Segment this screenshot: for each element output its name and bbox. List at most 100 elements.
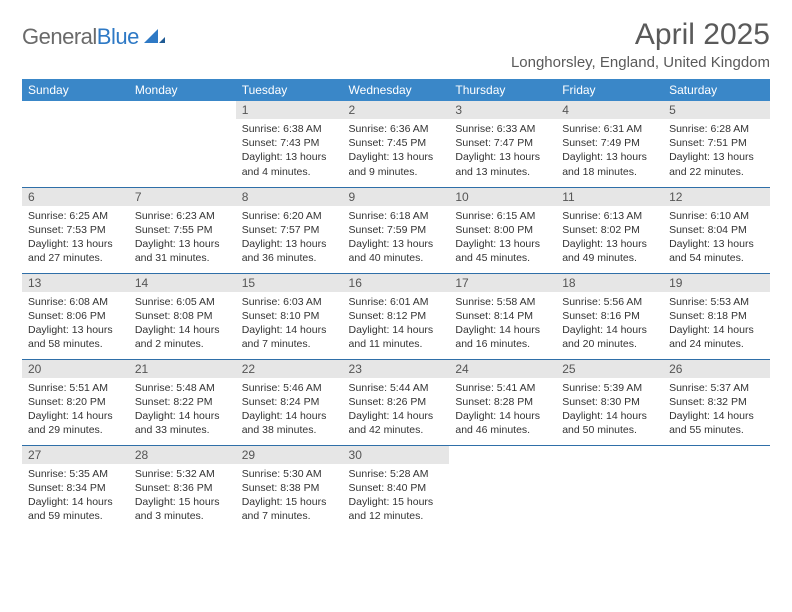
- day-cell: 28Sunrise: 5:32 AMSunset: 8:36 PMDayligh…: [129, 445, 236, 531]
- sunrise-line: Sunrise: 5:51 AM: [28, 381, 123, 395]
- daylight-line: Daylight: 14 hours and 38 minutes.: [242, 409, 337, 437]
- sunrise-line: Sunrise: 5:30 AM: [242, 467, 337, 481]
- day-number: 20: [22, 360, 129, 378]
- day-number: 16: [343, 274, 450, 292]
- day-cell: 9Sunrise: 6:18 AMSunset: 7:59 PMDaylight…: [343, 187, 450, 273]
- daylight-line: Daylight: 13 hours and 45 minutes.: [455, 237, 550, 265]
- daylight-line: Daylight: 15 hours and 7 minutes.: [242, 495, 337, 523]
- day-number: 19: [663, 274, 770, 292]
- location-subtitle: Longhorsley, England, United Kingdom: [511, 54, 770, 71]
- daylight-line: Daylight: 14 hours and 20 minutes.: [562, 323, 657, 351]
- day-cell: 27Sunrise: 5:35 AMSunset: 8:34 PMDayligh…: [22, 445, 129, 531]
- day-cell: ..: [663, 445, 770, 531]
- day-details: Sunrise: 6:08 AMSunset: 8:06 PMDaylight:…: [22, 292, 129, 354]
- logo-word-1: General: [22, 24, 97, 49]
- sunrise-line: Sunrise: 6:23 AM: [135, 209, 230, 223]
- sunrise-line: Sunrise: 6:01 AM: [349, 295, 444, 309]
- day-details: Sunrise: 6:05 AMSunset: 8:08 PMDaylight:…: [129, 292, 236, 354]
- daylight-line: Daylight: 13 hours and 27 minutes.: [28, 237, 123, 265]
- day-cell: ..: [556, 445, 663, 531]
- day-cell: 16Sunrise: 6:01 AMSunset: 8:12 PMDayligh…: [343, 273, 450, 359]
- sunset-line: Sunset: 8:04 PM: [669, 223, 764, 237]
- daylight-line: Daylight: 13 hours and 9 minutes.: [349, 150, 444, 178]
- sunrise-line: Sunrise: 5:37 AM: [669, 381, 764, 395]
- day-cell: 5Sunrise: 6:28 AMSunset: 7:51 PMDaylight…: [663, 101, 770, 187]
- day-details: Sunrise: 5:58 AMSunset: 8:14 PMDaylight:…: [449, 292, 556, 354]
- daylight-line: Daylight: 14 hours and 46 minutes.: [455, 409, 550, 437]
- daylight-line: Daylight: 14 hours and 59 minutes.: [28, 495, 123, 523]
- day-number: 22: [236, 360, 343, 378]
- day-number: 18: [556, 274, 663, 292]
- sunrise-line: Sunrise: 5:41 AM: [455, 381, 550, 395]
- day-cell: 17Sunrise: 5:58 AMSunset: 8:14 PMDayligh…: [449, 273, 556, 359]
- week-row: 13Sunrise: 6:08 AMSunset: 8:06 PMDayligh…: [22, 273, 770, 359]
- day-cell: 12Sunrise: 6:10 AMSunset: 8:04 PMDayligh…: [663, 187, 770, 273]
- sunset-line: Sunset: 8:38 PM: [242, 481, 337, 495]
- day-details: Sunrise: 5:28 AMSunset: 8:40 PMDaylight:…: [343, 464, 450, 526]
- daylight-line: Daylight: 13 hours and 18 minutes.: [562, 150, 657, 178]
- daylight-line: Daylight: 15 hours and 12 minutes.: [349, 495, 444, 523]
- week-row: ....1Sunrise: 6:38 AMSunset: 7:43 PMDayl…: [22, 101, 770, 187]
- sunset-line: Sunset: 7:47 PM: [455, 136, 550, 150]
- sunrise-line: Sunrise: 5:46 AM: [242, 381, 337, 395]
- day-cell: 21Sunrise: 5:48 AMSunset: 8:22 PMDayligh…: [129, 359, 236, 445]
- day-details: Sunrise: 6:28 AMSunset: 7:51 PMDaylight:…: [663, 119, 770, 181]
- weekday-header: Tuesday: [236, 79, 343, 101]
- day-number: 30: [343, 446, 450, 464]
- sunset-line: Sunset: 7:49 PM: [562, 136, 657, 150]
- sunrise-line: Sunrise: 5:28 AM: [349, 467, 444, 481]
- day-number: 28: [129, 446, 236, 464]
- calendar-page: GeneralBlue April 2025 Longhorsley, Engl…: [0, 0, 792, 531]
- weekday-header: Wednesday: [343, 79, 450, 101]
- day-details: Sunrise: 5:53 AMSunset: 8:18 PMDaylight:…: [663, 292, 770, 354]
- sunset-line: Sunset: 7:57 PM: [242, 223, 337, 237]
- day-cell: 8Sunrise: 6:20 AMSunset: 7:57 PMDaylight…: [236, 187, 343, 273]
- weekday-header: Saturday: [663, 79, 770, 101]
- day-cell: 19Sunrise: 5:53 AMSunset: 8:18 PMDayligh…: [663, 273, 770, 359]
- day-details: Sunrise: 6:20 AMSunset: 7:57 PMDaylight:…: [236, 206, 343, 268]
- sunset-line: Sunset: 8:08 PM: [135, 309, 230, 323]
- daylight-line: Daylight: 14 hours and 16 minutes.: [455, 323, 550, 351]
- day-details: Sunrise: 5:41 AMSunset: 8:28 PMDaylight:…: [449, 378, 556, 440]
- day-details: Sunrise: 6:23 AMSunset: 7:55 PMDaylight:…: [129, 206, 236, 268]
- sunset-line: Sunset: 8:22 PM: [135, 395, 230, 409]
- day-cell: 7Sunrise: 6:23 AMSunset: 7:55 PMDaylight…: [129, 187, 236, 273]
- sunset-line: Sunset: 8:10 PM: [242, 309, 337, 323]
- day-number: 12: [663, 188, 770, 206]
- day-cell: ..: [22, 101, 129, 187]
- daylight-line: Daylight: 13 hours and 58 minutes.: [28, 323, 123, 351]
- day-details: Sunrise: 6:13 AMSunset: 8:02 PMDaylight:…: [556, 206, 663, 268]
- sunset-line: Sunset: 8:00 PM: [455, 223, 550, 237]
- sunset-line: Sunset: 7:55 PM: [135, 223, 230, 237]
- daylight-line: Daylight: 14 hours and 2 minutes.: [135, 323, 230, 351]
- month-title: April 2025: [511, 18, 770, 52]
- day-number: 4: [556, 101, 663, 119]
- day-number: 7: [129, 188, 236, 206]
- sunset-line: Sunset: 8:30 PM: [562, 395, 657, 409]
- day-details: Sunrise: 5:48 AMSunset: 8:22 PMDaylight:…: [129, 378, 236, 440]
- day-details: Sunrise: 5:32 AMSunset: 8:36 PMDaylight:…: [129, 464, 236, 526]
- day-details: Sunrise: 5:56 AMSunset: 8:16 PMDaylight:…: [556, 292, 663, 354]
- daylight-line: Daylight: 14 hours and 42 minutes.: [349, 409, 444, 437]
- day-cell: ..: [129, 101, 236, 187]
- sunrise-line: Sunrise: 6:36 AM: [349, 122, 444, 136]
- daylight-line: Daylight: 13 hours and 40 minutes.: [349, 237, 444, 265]
- day-cell: 3Sunrise: 6:33 AMSunset: 7:47 PMDaylight…: [449, 101, 556, 187]
- sunset-line: Sunset: 8:18 PM: [669, 309, 764, 323]
- sunset-line: Sunset: 8:02 PM: [562, 223, 657, 237]
- week-row: 27Sunrise: 5:35 AMSunset: 8:34 PMDayligh…: [22, 445, 770, 531]
- sunrise-line: Sunrise: 6:33 AM: [455, 122, 550, 136]
- sunrise-line: Sunrise: 6:10 AM: [669, 209, 764, 223]
- sunrise-line: Sunrise: 5:39 AM: [562, 381, 657, 395]
- logo-word-2: Blue: [97, 24, 139, 49]
- day-cell: ..: [449, 445, 556, 531]
- day-details: Sunrise: 6:36 AMSunset: 7:45 PMDaylight:…: [343, 119, 450, 181]
- daylight-line: Daylight: 13 hours and 22 minutes.: [669, 150, 764, 178]
- day-details: Sunrise: 6:25 AMSunset: 7:53 PMDaylight:…: [22, 206, 129, 268]
- sunrise-line: Sunrise: 5:48 AM: [135, 381, 230, 395]
- week-row: 20Sunrise: 5:51 AMSunset: 8:20 PMDayligh…: [22, 359, 770, 445]
- sunrise-line: Sunrise: 5:35 AM: [28, 467, 123, 481]
- logo-sail-icon: [142, 25, 166, 50]
- daylight-line: Daylight: 13 hours and 49 minutes.: [562, 237, 657, 265]
- sunrise-line: Sunrise: 5:56 AM: [562, 295, 657, 309]
